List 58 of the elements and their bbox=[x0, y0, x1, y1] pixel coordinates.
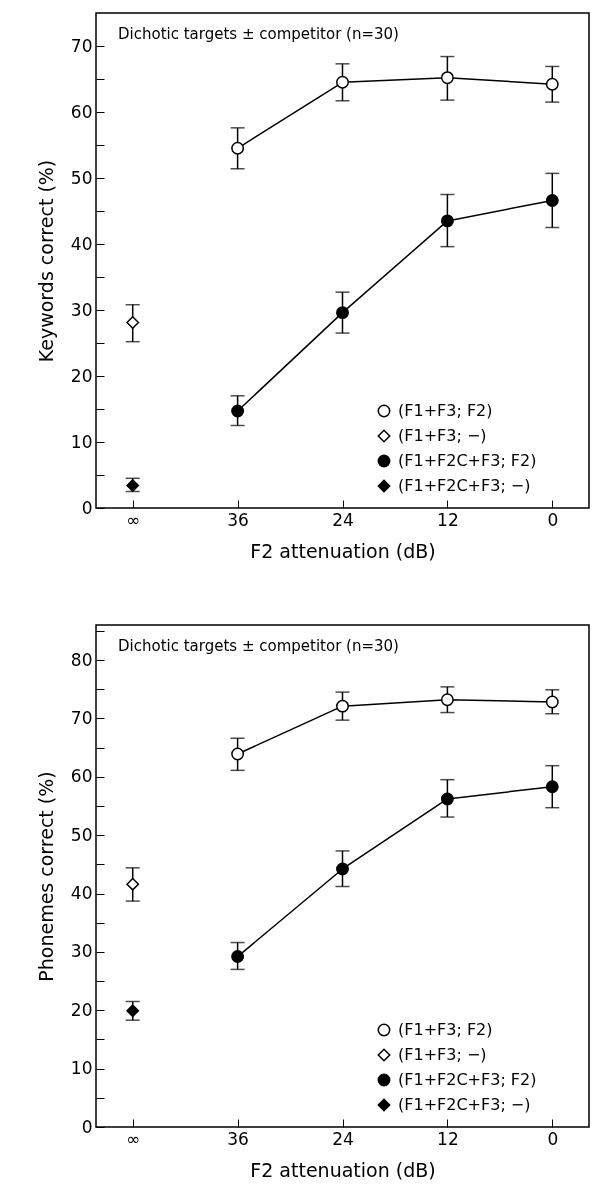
legend-label: (F1+F2C+F3; F2) bbox=[398, 451, 537, 470]
y-tick-label: 60 bbox=[70, 766, 93, 787]
point bbox=[126, 877, 140, 891]
y-tick-label: 60 bbox=[70, 101, 93, 122]
point bbox=[336, 75, 349, 89]
point bbox=[545, 780, 559, 794]
x-tick-label: 12 bbox=[437, 1128, 459, 1149]
point bbox=[231, 141, 245, 155]
legend-label: (F1+F2C+F3; −) bbox=[398, 476, 531, 495]
y-tick-label: 50 bbox=[70, 167, 93, 188]
x-axis-title: F2 attenuation (dB) bbox=[250, 539, 436, 562]
annotation: Dichotic targets ± competitor (n=30) bbox=[118, 25, 399, 43]
y-tick-label: 20 bbox=[70, 999, 93, 1020]
annotation: Dichotic targets ± competitor (n=30) bbox=[118, 637, 399, 655]
y-tick-label: 30 bbox=[70, 299, 93, 320]
y-tick-label: 70 bbox=[70, 35, 93, 56]
point bbox=[440, 214, 454, 228]
point bbox=[126, 316, 140, 329]
point bbox=[231, 950, 245, 963]
y-tick-label: 40 bbox=[70, 883, 93, 904]
legend-label: (F1+F3; −) bbox=[398, 1045, 487, 1064]
legend-label: (F1+F3; F2) bbox=[398, 1020, 493, 1039]
x-tick-label: 24 bbox=[332, 509, 354, 530]
x-tick-label: 36 bbox=[227, 1128, 249, 1149]
x-tick-label: 0 bbox=[547, 1128, 559, 1149]
y-tick-label: 80 bbox=[70, 649, 93, 670]
x-tick-label: ∞ bbox=[126, 1128, 141, 1149]
point bbox=[545, 194, 559, 207]
point bbox=[545, 695, 559, 709]
y-axis-title: Phonemes correct (%) bbox=[34, 771, 57, 982]
legend-label: (F1+F3; −) bbox=[398, 426, 487, 445]
y-tick-label: 30 bbox=[70, 941, 93, 962]
point bbox=[440, 792, 454, 806]
point bbox=[336, 862, 349, 876]
x-axis-title: F2 attenuation (dB) bbox=[250, 1158, 436, 1181]
x-tick-label: 0 bbox=[547, 509, 559, 530]
y-axis-title: Keywords correct (%) bbox=[34, 159, 57, 363]
point bbox=[231, 747, 245, 761]
legend-label: (F1+F2C+F3; F2) bbox=[398, 1070, 537, 1089]
point bbox=[440, 71, 454, 85]
y-tick-label: 40 bbox=[70, 233, 93, 254]
point bbox=[545, 77, 559, 91]
point bbox=[231, 404, 245, 418]
point bbox=[336, 699, 349, 713]
y-tick-label: 10 bbox=[70, 1058, 93, 1079]
legend-label: (F1+F2C+F3; −) bbox=[398, 1095, 531, 1114]
x-tick-label: ∞ bbox=[126, 509, 141, 530]
x-tick-label: 36 bbox=[227, 509, 249, 530]
legend-label: (F1+F3; F2) bbox=[398, 401, 493, 420]
y-tick-label: 70 bbox=[70, 707, 93, 728]
point bbox=[126, 1004, 140, 1018]
y-tick-label: 10 bbox=[70, 431, 93, 452]
x-tick-label: 12 bbox=[437, 509, 459, 530]
point bbox=[336, 306, 349, 320]
y-tick-label: 50 bbox=[70, 824, 93, 845]
point bbox=[440, 693, 454, 707]
x-tick-label: 24 bbox=[332, 1128, 354, 1149]
y-tick-label: 20 bbox=[70, 365, 93, 386]
